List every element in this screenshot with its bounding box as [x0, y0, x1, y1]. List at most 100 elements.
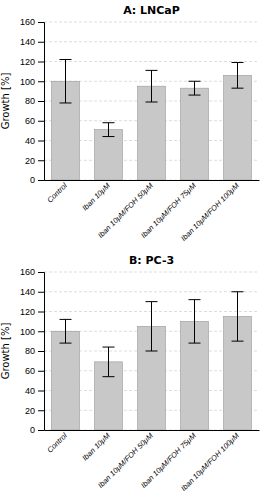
y-tick-label: 0	[30, 425, 35, 435]
y-tick-label: 100	[20, 77, 35, 87]
error-stem	[194, 81, 195, 95]
marks	[52, 60, 252, 180]
error-cap	[146, 101, 158, 102]
error-cap	[103, 376, 115, 377]
y-tick-mark	[38, 331, 44, 332]
y-tick-label: 160	[20, 267, 35, 277]
y-tick-mark	[38, 292, 44, 293]
y-tick: 0	[30, 425, 44, 435]
error-bar	[189, 300, 201, 343]
chart-root: 0 20 40 60 80 100 120 140 160 Control Iban 10μM Iba…	[0, 0, 269, 500]
x-tick: Control	[45, 181, 69, 205]
y-tick-label: 40	[25, 136, 35, 146]
plot-area: 0 20 40 60 80 100 120 140 160 Control Iban 10μM Iba…	[0, 267, 259, 492]
x-tick-label: Control	[45, 431, 69, 455]
y-tick-mark	[38, 121, 44, 122]
title: A: LNCaP	[123, 4, 180, 17]
error-cap	[103, 122, 115, 123]
y-tick-mark	[38, 42, 44, 43]
y-tick-mark	[38, 430, 44, 431]
y-tick: 60	[25, 116, 44, 126]
error-bar	[103, 123, 115, 137]
y-tick-label: 160	[20, 17, 35, 27]
y-tick-mark	[38, 391, 44, 392]
error-cap	[232, 88, 244, 89]
error-cap	[146, 351, 158, 352]
error-stem	[108, 347, 109, 377]
x-tick-label: Control	[45, 181, 69, 205]
y-tick: 100	[20, 327, 44, 337]
x-tick: Iban 10μM/FOH 100μM	[179, 431, 241, 493]
y-tick-label: 0	[30, 175, 35, 185]
error-stem	[65, 319, 66, 343]
error-bar	[146, 70, 158, 102]
x-tick-label: Iban 10μM	[80, 181, 112, 213]
error-bars	[60, 292, 244, 377]
y-tick: 0	[30, 175, 44, 185]
error-cap	[103, 136, 115, 137]
y-tick-label: 80	[25, 346, 35, 356]
bar	[181, 88, 209, 180]
error-stem	[194, 300, 195, 343]
error-bar	[60, 60, 72, 103]
error-cap	[103, 347, 115, 348]
y-tick: 160	[20, 267, 44, 277]
panel: 0 20 40 60 80 100 120 140 160 Control Iban 10μM Iba…	[0, 254, 259, 493]
y-tick-label: 140	[20, 287, 35, 297]
y-tick-mark	[38, 101, 44, 102]
y-tick-mark	[38, 312, 44, 313]
y-axis: 020406080100120140160	[20, 17, 45, 185]
y-tick: 140	[20, 287, 44, 297]
y-tick-label: 80	[25, 96, 35, 106]
x-tick: Iban 10μM	[80, 431, 112, 463]
y-tick: 60	[25, 366, 44, 376]
error-cap	[146, 70, 158, 71]
y-tick-label: 20	[25, 156, 35, 166]
x-tick-label: Iban 10μM/FOH 100μM	[179, 431, 241, 493]
grid	[44, 272, 259, 430]
x-tick-label: Iban 10μM	[80, 431, 112, 463]
y-axis-line	[38, 273, 45, 431]
y-tick-label: 40	[25, 386, 35, 396]
x-tick-label: Iban 10μM/FOH 100μM	[179, 181, 241, 243]
error-bar	[60, 319, 72, 343]
error-stem	[151, 302, 152, 351]
x-tick: Iban 10μM/FOH 100μM	[179, 181, 241, 243]
y-tick: 140	[20, 37, 44, 47]
plot-area: 020406080100120140160ControlIban 10μMIba…	[0, 17, 259, 242]
grid-line	[44, 272, 259, 273]
y-tick: 40	[25, 136, 44, 146]
y-tick-mark	[38, 81, 44, 82]
error-bar	[189, 81, 201, 95]
grid-line	[44, 22, 259, 23]
y-tick: 80	[25, 96, 44, 106]
error-cap	[60, 319, 72, 320]
x-axis: ControlIban 10μMIban 10μM/FOH 50μMIban 1…	[45, 431, 260, 493]
y-axis-title: Growth [%]	[0, 73, 11, 130]
y-tick-label: 120	[20, 307, 35, 317]
y-tick-label: 60	[25, 116, 35, 126]
x-axis-line	[45, 430, 260, 431]
y-tick-mark	[38, 141, 44, 142]
y-tick-mark	[38, 410, 44, 411]
panel: 020406080100120140160ControlIban 10μMIba…	[0, 4, 259, 243]
x-tick: Iban 10μM	[80, 181, 112, 213]
error-stem	[108, 123, 109, 137]
y-tick: 20	[25, 406, 44, 416]
bar	[52, 331, 80, 430]
x-tick: Control	[45, 431, 69, 455]
y-tick: 160	[20, 17, 44, 27]
error-cap	[232, 62, 244, 63]
bar	[95, 130, 123, 180]
error-cap	[146, 301, 158, 302]
y-tick: 80	[25, 346, 44, 356]
error-cap	[232, 291, 244, 292]
y-tick-label: 60	[25, 366, 35, 376]
error-cap	[60, 59, 72, 60]
y-tick-label: 100	[20, 327, 35, 337]
error-cap	[189, 299, 201, 300]
error-bar	[146, 302, 158, 351]
error-cap	[60, 343, 72, 344]
error-bars	[60, 60, 244, 137]
y-tick-mark	[38, 62, 44, 63]
